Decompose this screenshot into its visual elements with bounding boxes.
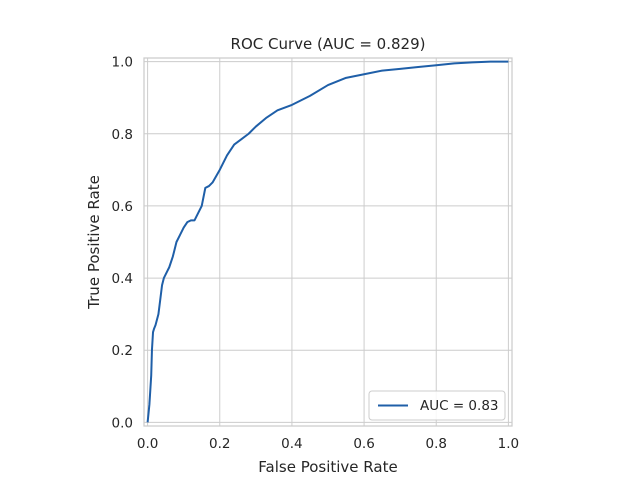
legend-label: AUC = 0.83 bbox=[420, 398, 499, 414]
y-tick-label: 0.6 bbox=[112, 199, 133, 215]
x-tick-label: 0.2 bbox=[209, 436, 230, 452]
x-tick-label: 0.0 bbox=[137, 436, 158, 452]
y-axis-label: True Positive Rate bbox=[85, 175, 103, 310]
x-tick-label: 0.4 bbox=[281, 436, 302, 452]
plot-area bbox=[146, 60, 509, 423]
x-tick-label: 0.6 bbox=[353, 436, 374, 452]
x-tick-label: 0.8 bbox=[425, 436, 446, 452]
chart-title: ROC Curve (AUC = 0.829) bbox=[231, 35, 426, 53]
y-axis-ticks: 0.0 0.2 0.4 0.6 0.8 1.0 bbox=[112, 55, 133, 432]
grid-lines bbox=[144, 58, 512, 426]
x-axis-ticks: 0.0 0.2 0.4 0.6 0.8 1.0 bbox=[137, 436, 519, 452]
y-tick-label: 1.0 bbox=[112, 55, 133, 71]
y-tick-label: 0.2 bbox=[112, 343, 133, 359]
y-tick-label: 0.0 bbox=[112, 415, 133, 431]
x-axis-label: False Positive Rate bbox=[258, 458, 397, 476]
legend: AUC = 0.83 bbox=[368, 390, 506, 421]
legend-box bbox=[368, 390, 506, 421]
x-tick-label: 1.0 bbox=[498, 436, 519, 452]
y-tick-label: 0.8 bbox=[112, 127, 133, 143]
plot-frame bbox=[143, 57, 513, 427]
roc-curve-line bbox=[146, 60, 509, 423]
y-tick-label: 0.4 bbox=[112, 271, 133, 287]
